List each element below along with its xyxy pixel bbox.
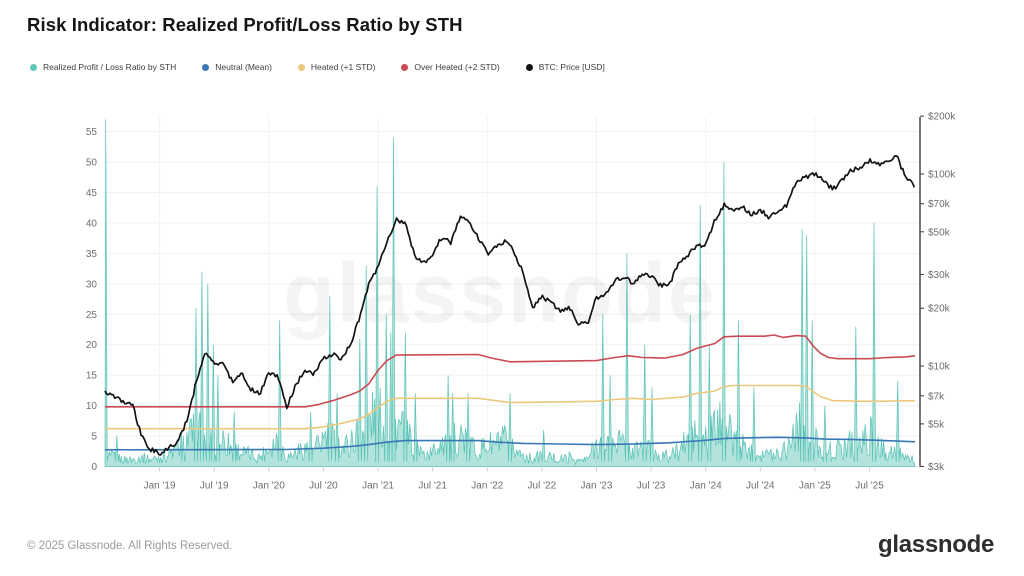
legend-dot-icon	[525, 63, 533, 71]
left-axis-tick-label: 35	[86, 249, 98, 260]
legend-dot-icon	[401, 63, 409, 71]
x-axis-tick-label: Jul '23	[637, 481, 666, 492]
x-axis-tick-label: Jan '19	[144, 481, 176, 492]
x-axis-tick-label: Jul '25	[855, 481, 884, 492]
glassnode-watermark: glassnode	[283, 246, 716, 340]
x-axis-tick-label: Jan '20	[253, 481, 285, 492]
legend-item-realized-pl-ratio-sth[interactable]: Realized Profit / Loss Ratio by STH	[30, 62, 176, 72]
legend-item-over-heated-plus2-std[interactable]: Over Heated (+2 STD)	[401, 62, 500, 72]
left-axis-tick-label: 45	[86, 188, 98, 199]
copyright-text: © 2025 Glassnode. All Rights Reserved.	[27, 540, 233, 552]
legend-label: Neutral (Mean)	[215, 62, 272, 72]
series-neutral-mean--line	[104, 436, 916, 451]
left-axis-tick-label: 20	[86, 340, 98, 351]
left-axis-tick-label: 15	[86, 371, 98, 382]
left-axis-tick-label: 50	[86, 158, 98, 169]
left-axis: 0 5 10 15 20 25 30 35 40 45 50 55	[86, 127, 98, 473]
right-axis-tick-label: $20k	[928, 304, 951, 315]
legend-item-btc-price-usd[interactable]: BTC: Price [USD]	[525, 62, 605, 72]
x-axis-tick-label: Jul '19	[200, 481, 229, 492]
x-axis-tick-label: Jul '21	[418, 481, 447, 492]
left-axis-tick-label: 10	[86, 401, 98, 412]
x-axis-tick-label: Jan '22	[471, 481, 503, 492]
legend-item-neutral-mean[interactable]: Neutral (Mean)	[202, 62, 272, 72]
left-axis-tick-label: 25	[86, 310, 98, 321]
x-axis-tick-label: Jan '21	[362, 481, 394, 492]
legend-dot-icon	[202, 63, 210, 71]
right-axis-tick-label: $70k	[928, 199, 951, 210]
series-heated-1-std--line	[105, 384, 916, 430]
legend-dot-icon	[30, 63, 37, 71]
legend-label: BTC: Price [USD]	[538, 62, 605, 72]
right-axis-tick-label: $50k	[928, 227, 951, 238]
series-over-heated-2-std--line	[105, 334, 916, 408]
chart-legend: Realized Profit / Loss Ratio by STH Neutr…	[30, 62, 605, 72]
x-axis-tick-label: Jul '24	[746, 481, 775, 492]
x-axis-tick-label: Jan '25	[799, 481, 831, 492]
chart-title: Risk Indicator: Realized Profit/Loss Rat…	[27, 14, 463, 35]
left-axis-tick-label: 40	[86, 218, 98, 229]
legend-label: Realized Profit / Loss Ratio by STH	[43, 62, 177, 72]
left-axis-tick-label: 55	[86, 127, 98, 138]
series-realized-pl-ratio-area	[104, 119, 916, 467]
right-axis: $200k $100k $70k $50k $30k $20k $10k $7k $5k $3k	[919, 112, 956, 473]
right-axis-tick-label: $7k	[928, 391, 945, 402]
left-axis-tick-label: 0	[91, 462, 97, 473]
x-axis-tick-label: Jan '23	[580, 481, 612, 492]
x-axis-tick-label: Jul '22	[528, 481, 557, 492]
right-axis-tick-label: $10k	[928, 362, 951, 373]
legend-item-heated-plus1-std[interactable]: Heated (+1 STD)	[297, 62, 376, 72]
legend-label: Heated (+1 STD)	[310, 62, 376, 72]
series-btc-price-line	[104, 155, 916, 456]
left-axis-tick-label: 30	[86, 279, 98, 290]
x-axis: Jan '19 Jul '19 Jan '20 Jul '20 Jan '21 Jul '…	[144, 467, 884, 492]
x-axis-tick-label: Jul '20	[309, 481, 338, 492]
right-axis-tick-label: $200k	[928, 112, 956, 123]
legend-dot-icon	[297, 63, 305, 71]
x-axis-tick-label: Jan '24	[690, 481, 722, 492]
right-axis-tick-label: $5k	[928, 419, 945, 430]
left-axis-tick-label: 5	[91, 432, 97, 443]
gridlines	[105, 117, 920, 467]
right-axis-tick-label: $100k	[928, 169, 956, 180]
glassnode-logo: glassnode	[878, 531, 994, 558]
right-axis-tick-label: $3k	[928, 462, 945, 473]
right-axis-tick-label: $30k	[928, 270, 951, 281]
legend-label: Over Heated (+2 STD)	[414, 62, 500, 72]
